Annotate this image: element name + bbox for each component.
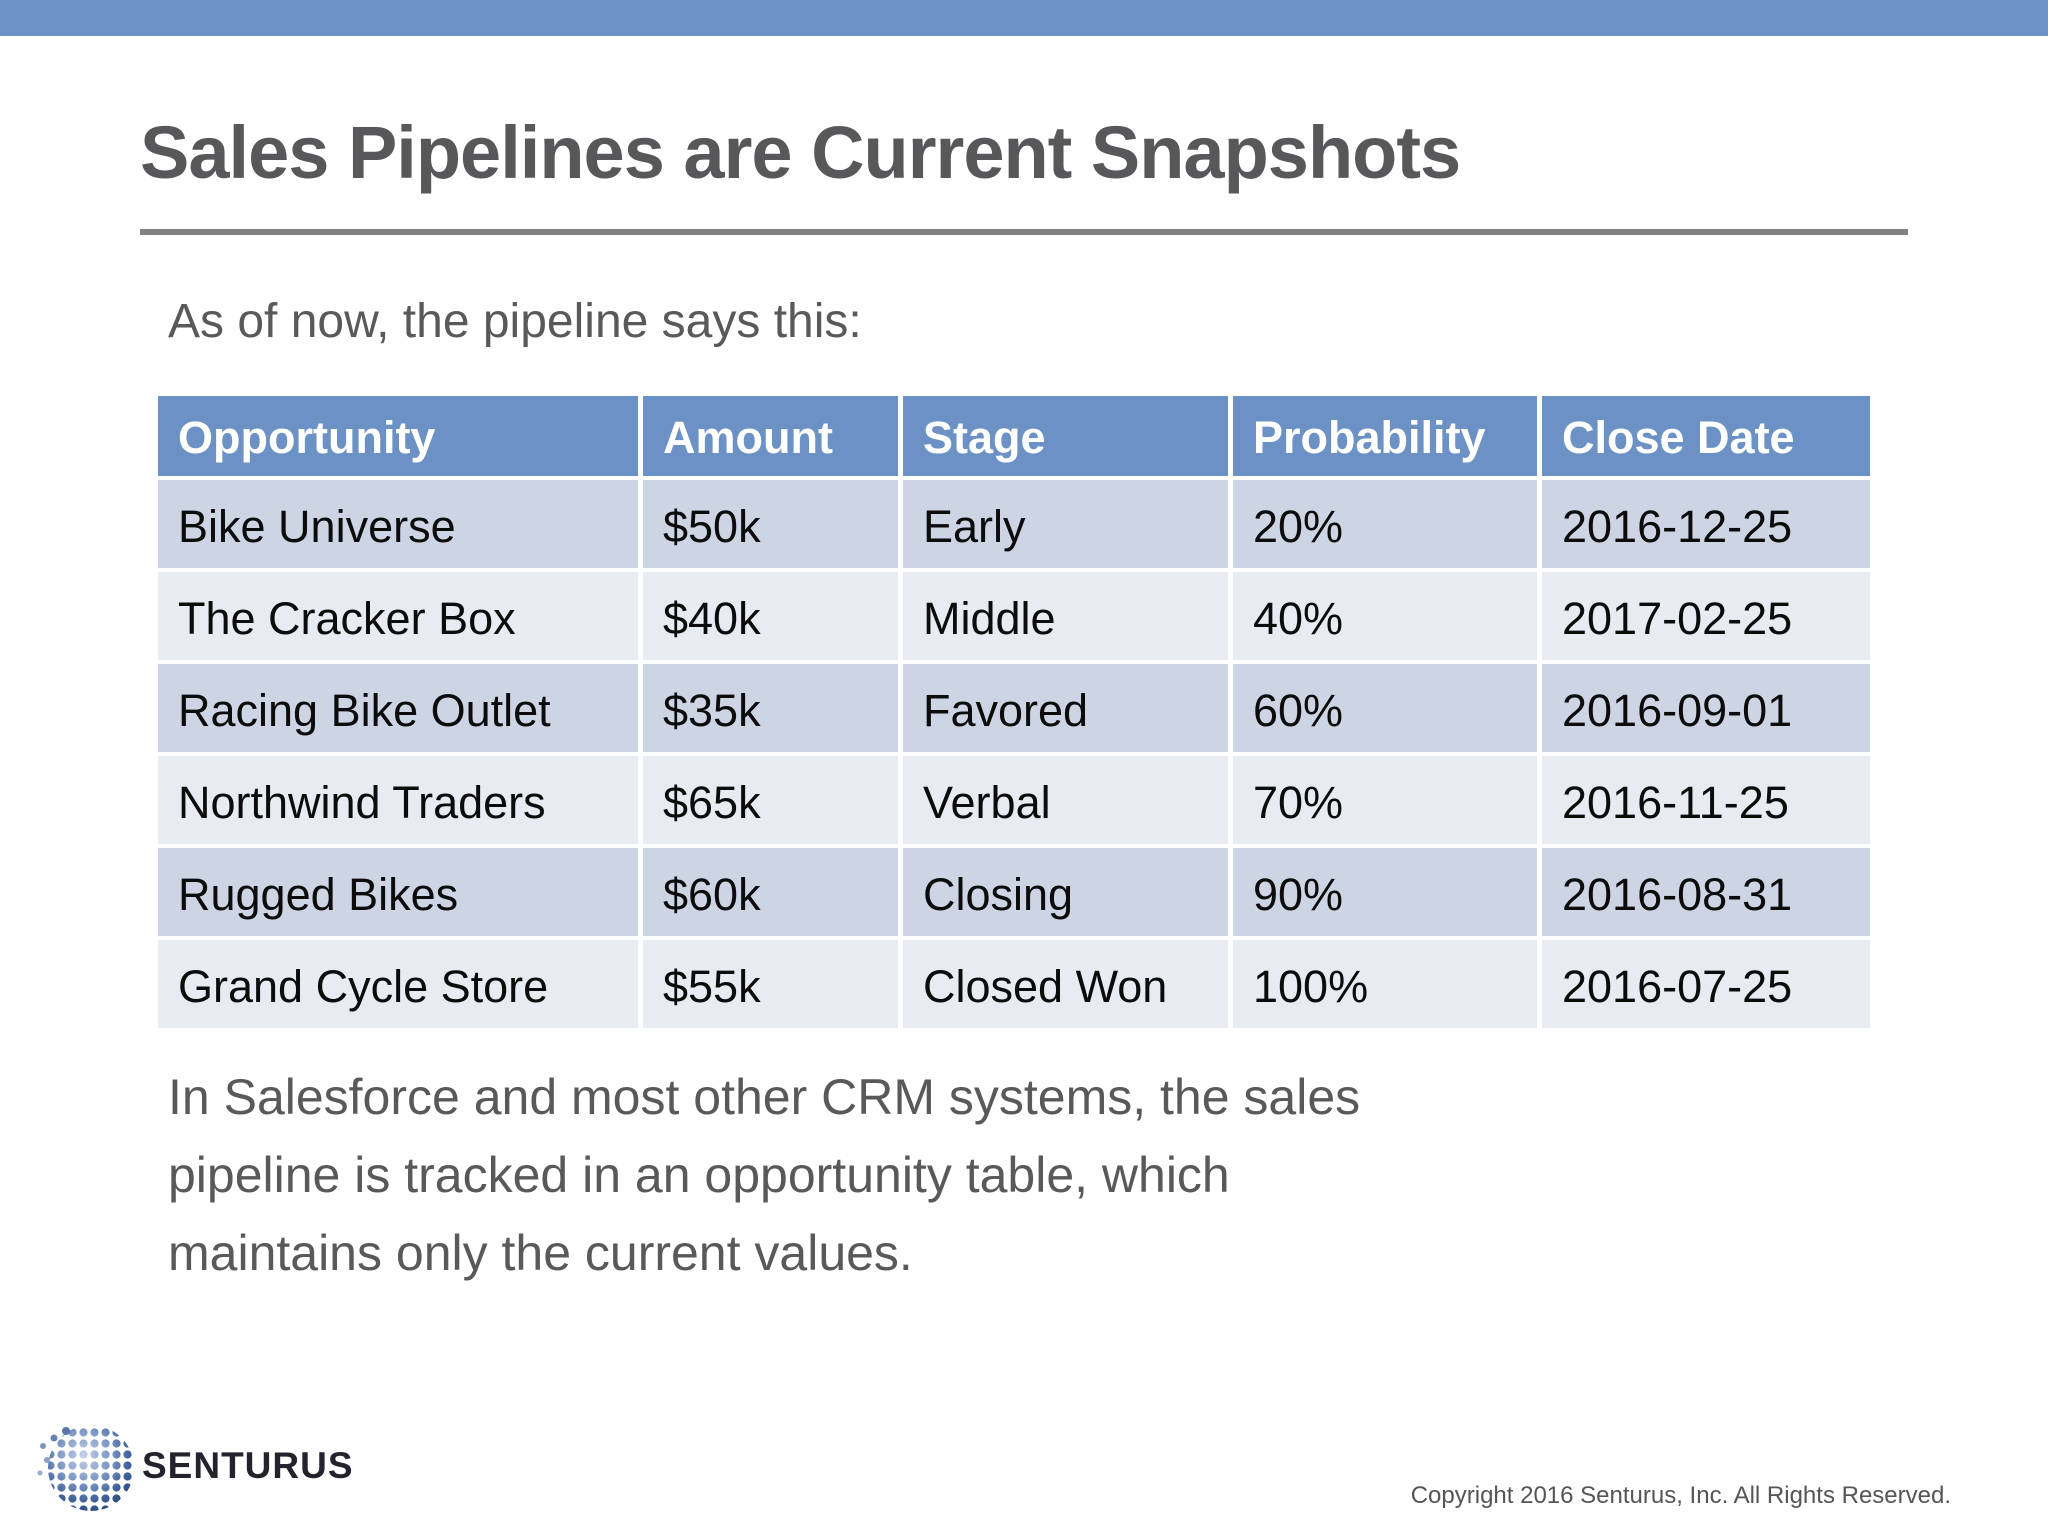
title-divider [140,229,1908,235]
cell-close-date: 2017-02-25 [1542,572,1870,660]
column-header-stage: Stage [903,396,1228,476]
table-header-row: Opportunity Amount Stage Probability Clo… [158,396,1870,476]
cell-probability: 40% [1233,572,1537,660]
logo-text: SENTURUS [142,1445,354,1486]
body-line: pipeline is tracked in an opportunity ta… [168,1147,1230,1203]
cell-stage: Closed Won [903,940,1228,1028]
body-line: maintains only the current values. [168,1225,913,1281]
body-paragraph: In Salesforce and most other CRM systems… [168,1058,1360,1292]
cell-amount: $55k [643,940,898,1028]
cell-opportunity: Grand Cycle Store [158,940,638,1028]
table-row: Northwind Traders $65k Verbal 70% 2016-1… [158,756,1870,844]
cell-stage: Favored [903,664,1228,752]
cell-amount: $35k [643,664,898,752]
table-row: The Cracker Box $40k Middle 40% 2017-02-… [158,572,1870,660]
cell-opportunity: Racing Bike Outlet [158,664,638,752]
cell-close-date: 2016-08-31 [1542,848,1870,936]
cell-stage: Middle [903,572,1228,660]
cell-stage: Early [903,480,1228,568]
cell-close-date: 2016-07-25 [1542,940,1870,1028]
cell-close-date: 2016-09-01 [1542,664,1870,752]
pipeline-table: Opportunity Amount Stage Probability Clo… [153,392,1875,1032]
table-row: Racing Bike Outlet $35k Favored 60% 2016… [158,664,1870,752]
cell-opportunity: Northwind Traders [158,756,638,844]
cell-opportunity: The Cracker Box [158,572,638,660]
column-header-opportunity: Opportunity [158,396,638,476]
copyright-text: Copyright 2016 Senturus, Inc. All Rights… [1410,1482,1951,1509]
cell-probability: 20% [1233,480,1537,568]
cell-probability: 60% [1233,664,1537,752]
cell-close-date: 2016-12-25 [1542,480,1870,568]
globe-icon [34,1416,138,1516]
column-header-probability: Probability [1233,396,1537,476]
cell-stage: Verbal [903,756,1228,844]
cell-opportunity: Bike Universe [158,480,638,568]
senturus-logo: SENTURUS [34,1416,354,1516]
body-line: In Salesforce and most other CRM systems… [168,1069,1361,1125]
cell-amount: $40k [643,572,898,660]
cell-opportunity: Rugged Bikes [158,848,638,936]
cell-stage: Closing [903,848,1228,936]
cell-probability: 70% [1233,756,1537,844]
cell-amount: $50k [643,480,898,568]
table-row: Bike Universe $50k Early 20% 2016-12-25 [158,480,1870,568]
cell-probability: 90% [1233,848,1537,936]
table-row: Rugged Bikes $60k Closing 90% 2016-08-31 [158,848,1870,936]
cell-amount: $60k [643,848,898,936]
cell-probability: 100% [1233,940,1537,1028]
column-header-amount: Amount [643,396,898,476]
column-header-close-date: Close Date [1542,396,1870,476]
cell-close-date: 2016-11-25 [1542,756,1870,844]
intro-text: As of now, the pipeline says this: [168,295,862,348]
top-accent-bar [0,0,2048,36]
page-title: Sales Pipelines are Current Snapshots [140,111,1461,194]
cell-amount: $65k [643,756,898,844]
table-row: Grand Cycle Store $55k Closed Won 100% 2… [158,940,1870,1028]
